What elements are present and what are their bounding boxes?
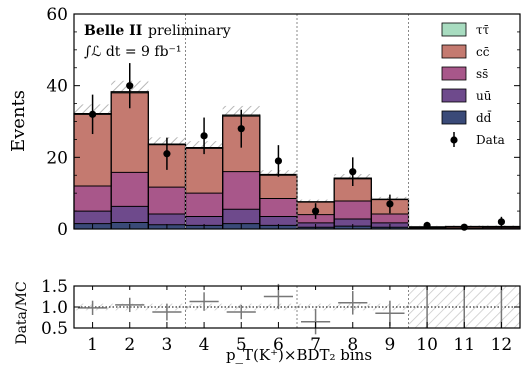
y-tick-label: 20 <box>46 148 68 168</box>
x-tick-label-2: 2 <box>124 335 135 355</box>
bar-uū-bin-3 <box>148 213 186 225</box>
x-tick-label-12: 12 <box>491 335 513 355</box>
x-tick-label-6: 6 <box>273 335 284 355</box>
y-tick-label: 0 <box>57 220 68 240</box>
x-axis-label: p_T(K⁺)×BDT₂ bins <box>226 346 372 364</box>
legend-data-marker <box>450 136 458 144</box>
data-point-bin-12 <box>497 218 506 226</box>
ratio-y-tick-label: 1.0 <box>41 298 68 318</box>
main-panel: 0 20 40 60 Events Belle II preliminary ∫ℒ d… <box>8 5 521 240</box>
data-point-bin-8 <box>349 168 357 176</box>
bar-cc̄-bin-8 <box>334 178 372 202</box>
bar-ss̄-bin-6 <box>259 198 297 217</box>
mc-uncertainty-bin-7 <box>297 199 335 202</box>
main-frame <box>73 13 521 230</box>
data-point-bin-3 <box>163 150 171 158</box>
bar-cc̄-bin-6 <box>259 175 297 199</box>
ratio-group-separators <box>185 286 409 328</box>
legend-label-data: Data <box>476 133 505 147</box>
ratio-points <box>78 283 503 335</box>
status-label: preliminary <box>148 23 231 39</box>
x-tick-label-11: 11 <box>453 335 475 355</box>
experiment-label: Belle II <box>84 23 142 39</box>
ratio-y-axis-label: Data/MC <box>14 281 30 344</box>
bar-uū-bin-6 <box>259 216 297 226</box>
legend-label-0: ττ̄ <box>476 23 490 37</box>
ratio-y-tick-label: 1.5 <box>41 277 68 297</box>
legend-label-4: dd̄ <box>476 109 492 125</box>
bar-uū-bin-1 <box>74 211 112 224</box>
ratio-y-tick-label: 0.5 <box>41 319 68 339</box>
x-tick-label-10: 10 <box>416 335 438 355</box>
bar-ss̄-bin-2 <box>111 172 149 207</box>
y-tick-label: 40 <box>46 77 68 97</box>
bar-uū-bin-8 <box>334 218 372 227</box>
data-point-bin-6 <box>274 157 283 165</box>
legend-swatch-1 <box>441 44 467 59</box>
x-tick-label-8: 8 <box>347 335 358 355</box>
legend-swatch-3 <box>441 88 467 103</box>
x-tick-label-9: 9 <box>385 335 396 355</box>
bar-ss̄-bin-1 <box>74 186 112 212</box>
legend-swatch-0 <box>441 22 467 37</box>
x-tick-label-1: 1 <box>87 335 98 355</box>
bar-uū-bin-2 <box>111 206 149 223</box>
x-tick-labels: 1 2 3 4 5 6 7 8 9 10 11 12 <box>87 286 512 355</box>
bar-ss̄-bin-4 <box>185 193 223 217</box>
legend-swatch-4 <box>441 110 467 125</box>
data-point-bin-2 <box>126 82 134 90</box>
legend: ττ̄ cc̄ ss̄ uū dd̄ Data <box>441 22 505 147</box>
x-tick-label-7: 7 <box>310 335 321 355</box>
data-point-bin-4 <box>200 132 208 140</box>
ratio-frame <box>73 285 521 329</box>
y-axis-label: Events <box>8 90 29 152</box>
bar-uū-bin-5 <box>222 209 260 224</box>
x-tick-label-5: 5 <box>236 335 247 355</box>
luminosity-label: ∫ℒ dt = 9 fb⁻¹ <box>84 44 182 60</box>
x-tick-label-4: 4 <box>199 335 210 355</box>
bar-cc̄-bin-4 <box>185 148 223 194</box>
bar-ss̄-bin-9 <box>371 213 409 223</box>
legend-label-3: uū <box>476 89 492 103</box>
legend-label-2: ss̄ <box>476 67 488 81</box>
y-tick-label: 60 <box>46 5 68 25</box>
ratio-ticks: 0.51.01.5 <box>41 277 520 339</box>
legend-label-1: cc̄ <box>476 45 490 59</box>
bar-ss̄-bin-3 <box>148 187 186 214</box>
bar-ss̄-bin-5 <box>222 171 260 210</box>
legend-swatch-2 <box>441 66 467 81</box>
data-point-bin-9 <box>386 200 394 208</box>
bar-ss̄-bin-8 <box>334 201 372 219</box>
bar-uū-bin-4 <box>185 216 223 226</box>
data-point-bin-5 <box>237 125 245 133</box>
data-point-bin-7 <box>311 207 320 215</box>
x-tick-label-3: 3 <box>162 335 173 355</box>
data-point-bin-1 <box>88 110 97 118</box>
ratio-panel: 0.51.01.5 Data/MC <box>14 277 521 345</box>
stacked-bars <box>74 91 520 230</box>
